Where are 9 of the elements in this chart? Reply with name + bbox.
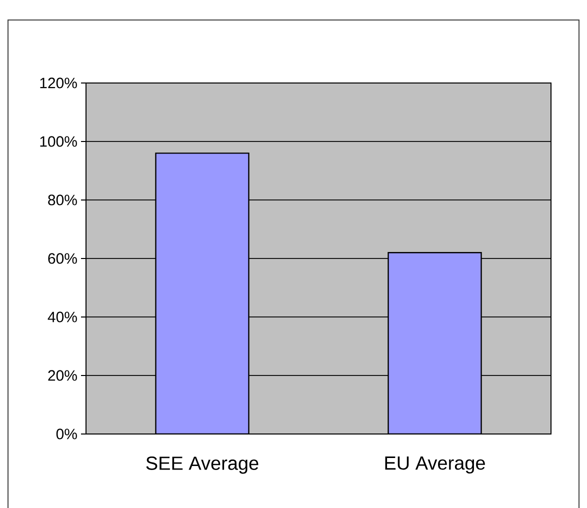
y-tick-label: 80% [48,194,77,206]
y-tick-label: 40% [48,312,77,322]
x-tick-label: EU Average [385,456,485,474]
y-tick-label: 100% [40,136,77,147]
y-tick-label: 20% [48,370,77,381]
y-tick-label: 0% [56,428,77,440]
y-tick-label: 60% [48,253,77,264]
y-tick-label: 120% [40,78,77,88]
x-tick-label: SEE Average [146,456,258,474]
